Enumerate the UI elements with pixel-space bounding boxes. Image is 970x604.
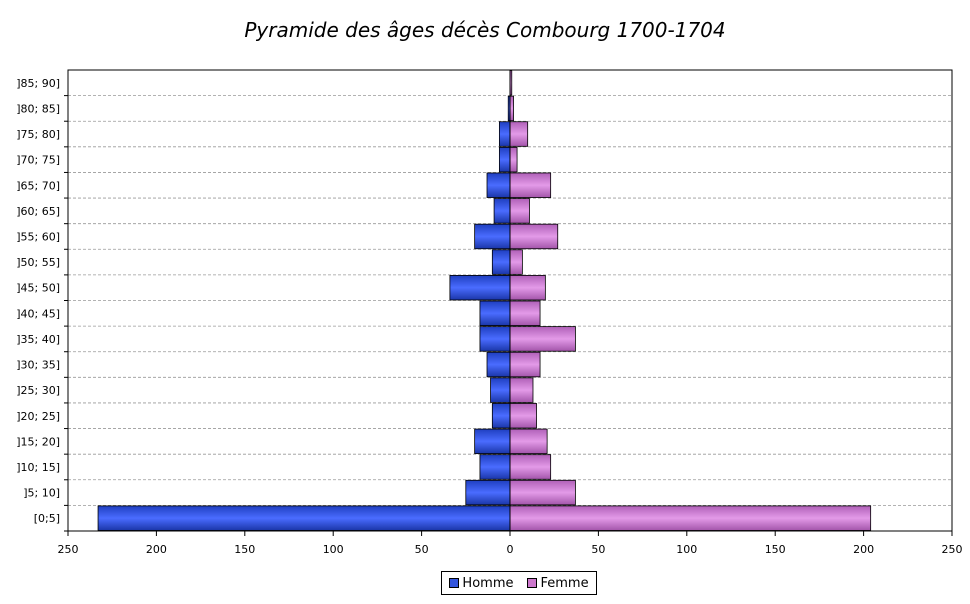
legend-item-femme: Femme (527, 575, 589, 591)
x-tick-label: 250 (942, 543, 963, 556)
bar-femme (509, 223, 559, 250)
bar-femme (509, 351, 541, 378)
y-tick-labels: [0;5] ]5; 10] ]10; 15] ]15; 20] ]20; 25] ]25;… (16, 77, 60, 525)
x-tick-label: 250 (58, 543, 79, 556)
x-tick-label: 200 (853, 543, 874, 556)
bar-homme (474, 223, 511, 250)
y-tick-label: ]15; 20] (16, 435, 60, 448)
bar-homme (498, 121, 511, 147)
y-tick-label: ]50; 55] (16, 256, 60, 269)
x-tick-label: 0 (507, 543, 514, 556)
bar-homme (490, 377, 511, 403)
y-tick-label: ]70; 75] (16, 154, 60, 167)
y-tick-label: ]10; 15] (16, 461, 60, 474)
y-tick-label: ]60; 65] (16, 205, 60, 218)
axes (64, 69, 953, 536)
bar-femme (509, 172, 552, 198)
legend-label-femme: Femme (540, 575, 589, 591)
bar-femme (509, 377, 534, 403)
bar-femme (509, 479, 576, 506)
y-tick-label: ]20; 25] (16, 410, 60, 423)
y-tick-label: ]25; 30] (16, 384, 60, 397)
x-tick-labels: 250 200 150 100 50 0 50 100 150 200 250 (58, 543, 963, 556)
x-tick-label: 50 (415, 543, 429, 556)
bar-homme (479, 326, 511, 352)
y-tick-label: ]40; 45] (16, 307, 60, 320)
y-tick-label: ]30; 35] (16, 359, 60, 372)
bar-homme (479, 300, 511, 326)
bar-femme (509, 428, 548, 455)
x-tick-label: 100 (676, 543, 697, 556)
y-tick-label: ]80; 85] (16, 102, 60, 115)
bar-femme (509, 121, 529, 147)
y-tick-label: ]85; 90] (16, 77, 60, 90)
x-tick-label: 50 (591, 543, 605, 556)
y-tick-label: [0;5] (34, 512, 60, 525)
y-tick-label: ]5; 10] (23, 487, 60, 500)
bar-homme (498, 146, 511, 173)
chart-title: Pyramide des âges décès Combourg 1700-17… (244, 18, 726, 42)
y-tick-label: ]65; 70] (16, 179, 60, 192)
bar-femme (509, 198, 530, 224)
bar-homme (97, 505, 511, 531)
x-tick-label: 200 (146, 543, 167, 556)
bars (97, 70, 872, 531)
bar-homme (479, 454, 511, 480)
bar-femme (509, 326, 576, 352)
bar-femme (509, 403, 537, 429)
bar-femme (509, 275, 546, 301)
bar-femme (509, 146, 518, 173)
legend-label-homme: Homme (462, 575, 514, 591)
legend-item-homme: Homme (449, 576, 513, 591)
bar-homme (486, 172, 511, 198)
bar-femme (509, 454, 552, 480)
legend-swatch-homme (449, 578, 460, 588)
y-tick-label: ]45; 50] (16, 282, 60, 295)
legend: Homme Femme (441, 571, 597, 595)
bar-femme (509, 95, 514, 122)
bar-homme (474, 428, 511, 455)
x-tick-label: 150 (765, 543, 786, 556)
bar-femme (509, 505, 872, 531)
x-tick-label: 150 (234, 543, 255, 556)
bar-homme (465, 479, 511, 506)
y-tick-label: ]75; 80] (16, 128, 60, 141)
bar-femme (509, 249, 523, 275)
y-tick-label: ]55; 60] (16, 230, 60, 243)
legend-swatch-femme (527, 578, 538, 588)
bar-homme (491, 249, 511, 275)
bar-homme (493, 198, 511, 224)
bar-homme (449, 275, 511, 301)
x-tick-label: 100 (323, 543, 344, 556)
y-tick-label: ]35; 40] (16, 333, 60, 346)
bar-homme (486, 351, 511, 378)
bar-homme (491, 403, 511, 429)
bar-femme (509, 300, 541, 326)
